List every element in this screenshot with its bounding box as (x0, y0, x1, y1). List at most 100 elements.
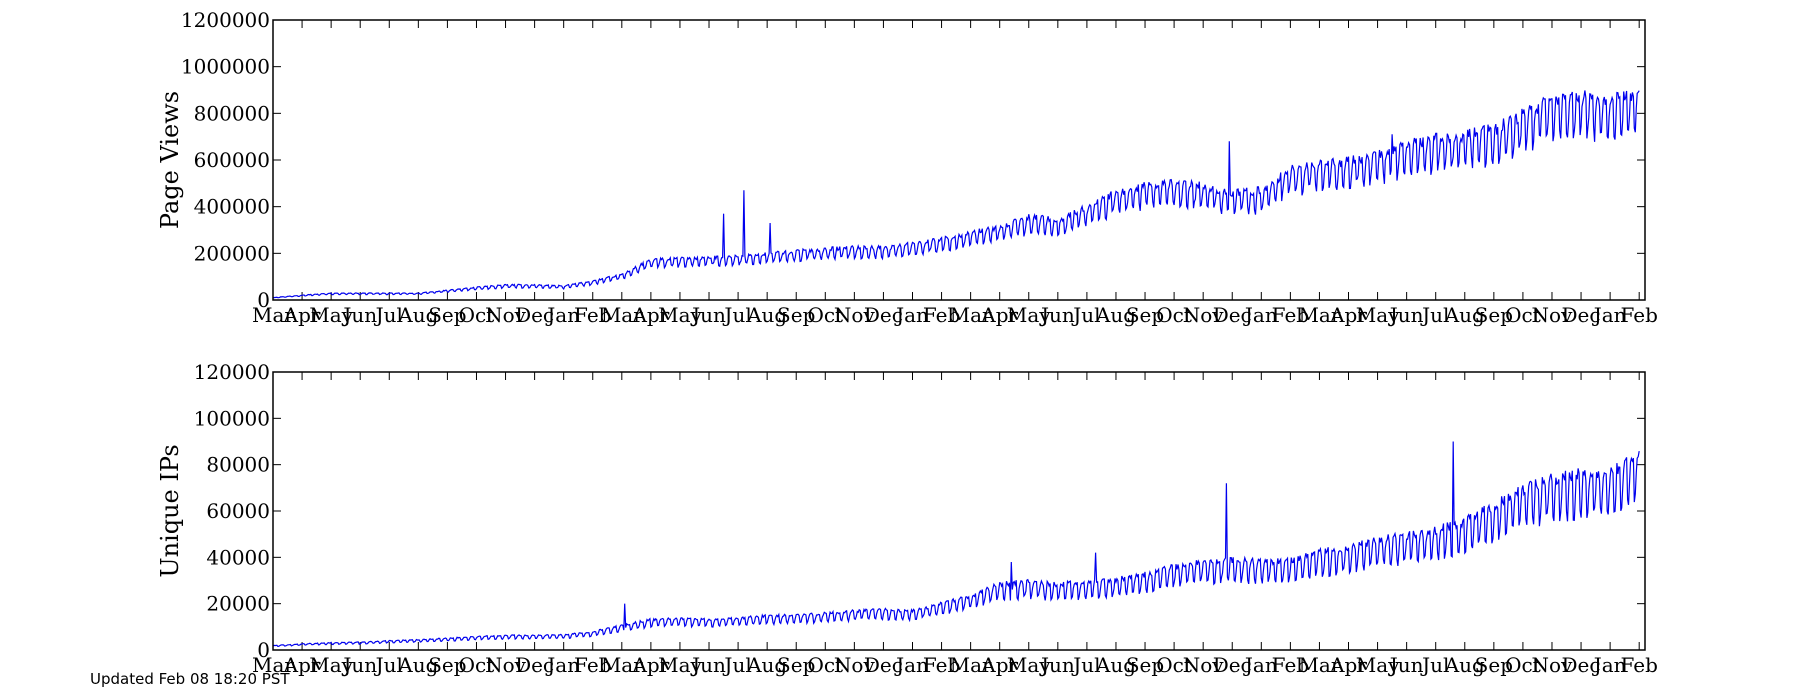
x-tick-label: Apr (980, 653, 1018, 677)
y-tick-label: 0 (257, 638, 270, 662)
x-tick-label: Feb (1620, 653, 1657, 677)
page-views-chart: 0 200000 400000 600000 800000 1000000 1200000 M… (156, 8, 1658, 327)
x-tick-label: Jul (722, 653, 751, 677)
x-tick-label: Oct (459, 303, 495, 327)
plot-frame (272, 371, 1646, 651)
y-tick-label: 0 (257, 288, 270, 312)
x-tick-label: Oct (459, 653, 495, 677)
x-tick-label: May (1007, 653, 1051, 677)
x-tick-label: May (1007, 303, 1051, 327)
x-tick-label: Jan (545, 653, 580, 677)
x-tick-label: Sep (1475, 303, 1513, 327)
x-tick-label: Jan (545, 303, 580, 327)
y-tick-label: 800000 (194, 101, 270, 125)
x-tick-label: Jun (1039, 653, 1075, 677)
x-tick-label: Mar (950, 653, 992, 677)
x-tick-label: Dec (1562, 653, 1601, 677)
y-axis-label: Page Views (156, 91, 184, 229)
x-tick-label: Jan (1592, 653, 1627, 677)
x-tick-label: Nov (834, 653, 876, 677)
x-tick-label: Jan (1592, 303, 1627, 327)
y-tick-label: 120000 (194, 360, 270, 384)
y-tick-label: 600000 (194, 148, 270, 172)
updated-timestamp: Updated Feb 08 18:20 PST (90, 670, 290, 688)
x-tick-label: Sep (777, 303, 815, 327)
x-tick-label: Jun (690, 303, 726, 327)
x-tick-label: Apr (631, 653, 669, 677)
x-tick-label: Dec (1213, 653, 1252, 677)
x-tick-label: Mar (950, 303, 992, 327)
x-tick-label: Mar (601, 653, 643, 677)
x-tick-label: Oct (1156, 303, 1192, 327)
x-tick-label: Mar (252, 653, 294, 677)
series-line (272, 441, 1640, 648)
y-tick-label: 200000 (194, 241, 270, 265)
x-tick-label: Apr (283, 303, 321, 327)
x-tick-label: Sep (428, 303, 466, 327)
y-tick-label: 100000 (194, 406, 270, 430)
x-tick-label: Jun (1039, 303, 1075, 327)
x-tick-label: May (1356, 653, 1400, 677)
x-tick-label: Dec (515, 303, 554, 327)
unique-ips-chart: 020000400006000080000100000120000MarAprM… (156, 360, 1658, 677)
x-tick-label: Aug (1095, 653, 1136, 677)
x-tick-label: May (658, 303, 702, 327)
x-tick-label: Apr (283, 653, 321, 677)
x-tick-label: Sep (777, 653, 815, 677)
x-tick-label: Dec (1562, 303, 1601, 327)
x-tick-label: Aug (397, 653, 438, 677)
x-tick-label: Jun (1388, 303, 1424, 327)
x-tick-label: Jan (894, 303, 929, 327)
x-tick-label: Sep (1475, 653, 1513, 677)
x-tick-label: Dec (864, 303, 903, 327)
x-tick-label: Nov (1532, 303, 1574, 327)
x-tick-label: Jul (722, 303, 751, 327)
x-tick-label: Apr (980, 303, 1018, 327)
x-tick-label: May (1356, 303, 1400, 327)
y-tick-label: 400000 (194, 195, 270, 219)
x-tick-label: May (309, 653, 353, 677)
y-tick-label: 20000 (206, 592, 270, 616)
x-tick-label: Aug (746, 303, 787, 327)
x-tick-label: May (309, 303, 353, 327)
x-tick-label: Jul (1071, 303, 1100, 327)
x-tick-label: Jun (341, 653, 377, 677)
x-tick-label: Jul (374, 303, 403, 327)
x-tick-label: Jan (1243, 303, 1278, 327)
x-tick-label: Aug (746, 653, 787, 677)
plot-frame (272, 19, 1646, 301)
x-tick-label: Sep (1126, 653, 1164, 677)
x-tick-label: Nov (1183, 653, 1225, 677)
x-tick-label: Mar (1298, 303, 1340, 327)
x-tick-label: Jan (894, 653, 929, 677)
x-tick-label: Feb (1272, 303, 1309, 327)
x-tick-label: Oct (807, 653, 843, 677)
x-tick-label: Feb (1272, 653, 1309, 677)
x-tick-label: Aug (1444, 303, 1485, 327)
x-tick-label: Jul (1071, 653, 1100, 677)
x-tick-label: Nov (485, 653, 527, 677)
x-tick-label: Jul (1420, 653, 1449, 677)
x-tick-label: Oct (1505, 303, 1541, 327)
x-tick-label: Oct (1505, 653, 1541, 677)
x-tick-label: Oct (807, 303, 843, 327)
x-tick-label: Feb (1620, 303, 1657, 327)
x-tick-label: Aug (1444, 653, 1485, 677)
y-tick-label: 1200000 (181, 8, 270, 32)
x-tick-label: Nov (834, 303, 876, 327)
x-tick-label: Jul (1420, 303, 1449, 327)
x-tick-label: Apr (1329, 303, 1367, 327)
series-line (272, 90, 1640, 299)
x-tick-label: Jan (1243, 653, 1278, 677)
x-tick-label: Mar (1298, 653, 1340, 677)
x-tick-label: Jun (1388, 653, 1424, 677)
x-tick-label: Oct (1156, 653, 1192, 677)
x-tick-label: Nov (485, 303, 527, 327)
x-tick-label: Aug (397, 303, 438, 327)
x-tick-label: Feb (574, 653, 611, 677)
y-tick-label: 80000 (206, 453, 270, 477)
x-tick-label: Mar (252, 303, 294, 327)
x-tick-label: Feb (923, 653, 960, 677)
x-tick-label: Dec (1213, 303, 1252, 327)
